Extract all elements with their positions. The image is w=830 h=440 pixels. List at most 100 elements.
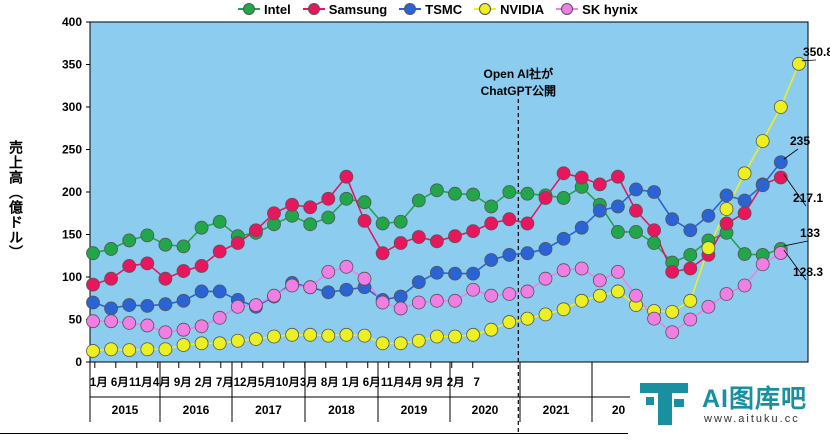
event-label-line1: Open AI社が <box>484 66 554 81</box>
end-label-samsung: 217.1 <box>793 191 823 205</box>
point-nvidia <box>267 329 281 344</box>
point-sk-hynix <box>321 264 336 279</box>
end-label-leader <box>801 59 817 62</box>
point-tsmc <box>448 266 462 281</box>
x-month-label: 4月 <box>405 376 423 389</box>
point-sk-hynix <box>122 315 137 330</box>
point-tsmc <box>520 246 535 261</box>
legend-swatch <box>399 3 422 15</box>
point-tsmc <box>176 293 191 308</box>
point-samsung <box>248 223 263 238</box>
end-label-nvidia: 350.8 <box>803 45 830 59</box>
legend-label: SK hynix <box>582 1 638 17</box>
point-tsmc <box>611 199 625 214</box>
x-month-label: 4月 <box>153 376 171 389</box>
point-sk-hynix <box>267 288 281 303</box>
point-samsung <box>719 216 734 231</box>
bottom-rule <box>0 433 628 434</box>
point-sk-hynix <box>665 325 680 340</box>
point-intel <box>212 214 227 229</box>
legend-swatch <box>556 3 579 15</box>
point-sk-hynix <box>303 280 318 295</box>
point-samsung <box>538 191 553 205</box>
end-label-tsmc: 235 <box>790 134 810 148</box>
point-samsung <box>393 236 408 250</box>
point-sk-hynix <box>357 271 372 286</box>
point-tsmc <box>429 265 444 280</box>
point-intel <box>176 239 191 254</box>
point-tsmc <box>556 231 571 246</box>
point-tsmc <box>140 298 155 313</box>
legend-item-tsmc: TSMC <box>399 2 462 17</box>
point-sk-hynix <box>701 299 716 314</box>
point-tsmc <box>122 298 137 312</box>
point-intel <box>556 191 571 205</box>
point-sk-hynix <box>484 288 499 303</box>
point-samsung <box>629 203 643 218</box>
point-sk-hynix <box>556 263 571 278</box>
point-tsmc <box>212 284 227 299</box>
point-samsung <box>303 200 318 215</box>
point-intel <box>86 246 100 261</box>
point-tsmc <box>339 282 354 297</box>
point-sk-hynix <box>230 299 245 314</box>
y-tick-label: 300 <box>62 100 82 114</box>
point-intel <box>104 242 118 256</box>
point-intel <box>357 195 372 210</box>
point-nvidia <box>592 288 607 303</box>
legend-item-intel: Intel <box>238 2 291 17</box>
point-nvidia <box>665 304 680 319</box>
point-nvidia <box>411 333 426 348</box>
point-sk-hynix <box>719 287 734 301</box>
point-intel <box>737 247 752 261</box>
point-samsung <box>375 246 390 261</box>
point-nvidia <box>737 166 752 181</box>
x-year-label: 2021 <box>543 403 570 417</box>
point-intel <box>321 210 336 225</box>
point-tsmc <box>484 253 499 267</box>
end-label-intel: 133 <box>800 226 820 240</box>
x-month-label: 6月 <box>363 376 381 389</box>
point-intel <box>158 237 173 252</box>
point-nvidia <box>574 293 589 308</box>
point-nvidia <box>611 284 625 299</box>
x-year-label: 2017 <box>255 403 282 417</box>
point-nvidia <box>176 338 191 352</box>
point-sk-hynix <box>647 311 661 326</box>
x-month-label: 7 <box>474 377 480 389</box>
event-label-line2: ChatGPT公開 <box>481 84 556 98</box>
point-samsung <box>647 223 661 238</box>
point-tsmc <box>755 178 770 193</box>
point-sk-hynix <box>773 246 788 260</box>
point-sk-hynix <box>520 284 535 299</box>
point-nvidia <box>122 343 137 358</box>
point-intel <box>375 216 390 231</box>
y-tick-label: 50 <box>69 313 83 327</box>
legend-item-sk-hynix: SK hynix <box>556 2 638 17</box>
point-samsung <box>683 261 698 276</box>
point-samsung <box>321 191 336 206</box>
point-tsmc <box>104 301 118 316</box>
point-sk-hynix <box>448 293 462 308</box>
point-nvidia <box>194 336 209 351</box>
point-sk-hynix <box>737 278 752 293</box>
point-sk-hynix <box>629 288 643 303</box>
point-nvidia <box>212 336 227 351</box>
point-samsung <box>285 197 300 212</box>
point-sk-hynix <box>574 261 589 276</box>
point-sk-hynix <box>176 322 191 337</box>
point-tsmc <box>393 289 408 304</box>
y-tick-label: 150 <box>62 228 82 242</box>
point-tsmc <box>194 284 209 299</box>
legend-swatch <box>302 3 325 15</box>
x-month-label: 11月 <box>381 376 405 389</box>
point-tsmc <box>466 266 481 281</box>
point-tsmc <box>719 188 734 203</box>
watermark: AI图库吧 www.aituku.cc <box>630 373 830 435</box>
point-nvidia <box>339 327 354 342</box>
point-nvidia <box>792 56 806 71</box>
point-nvidia <box>773 100 788 114</box>
end-label-leader <box>783 249 807 281</box>
x-year-label: 2019 <box>401 403 428 417</box>
point-samsung <box>773 170 788 185</box>
